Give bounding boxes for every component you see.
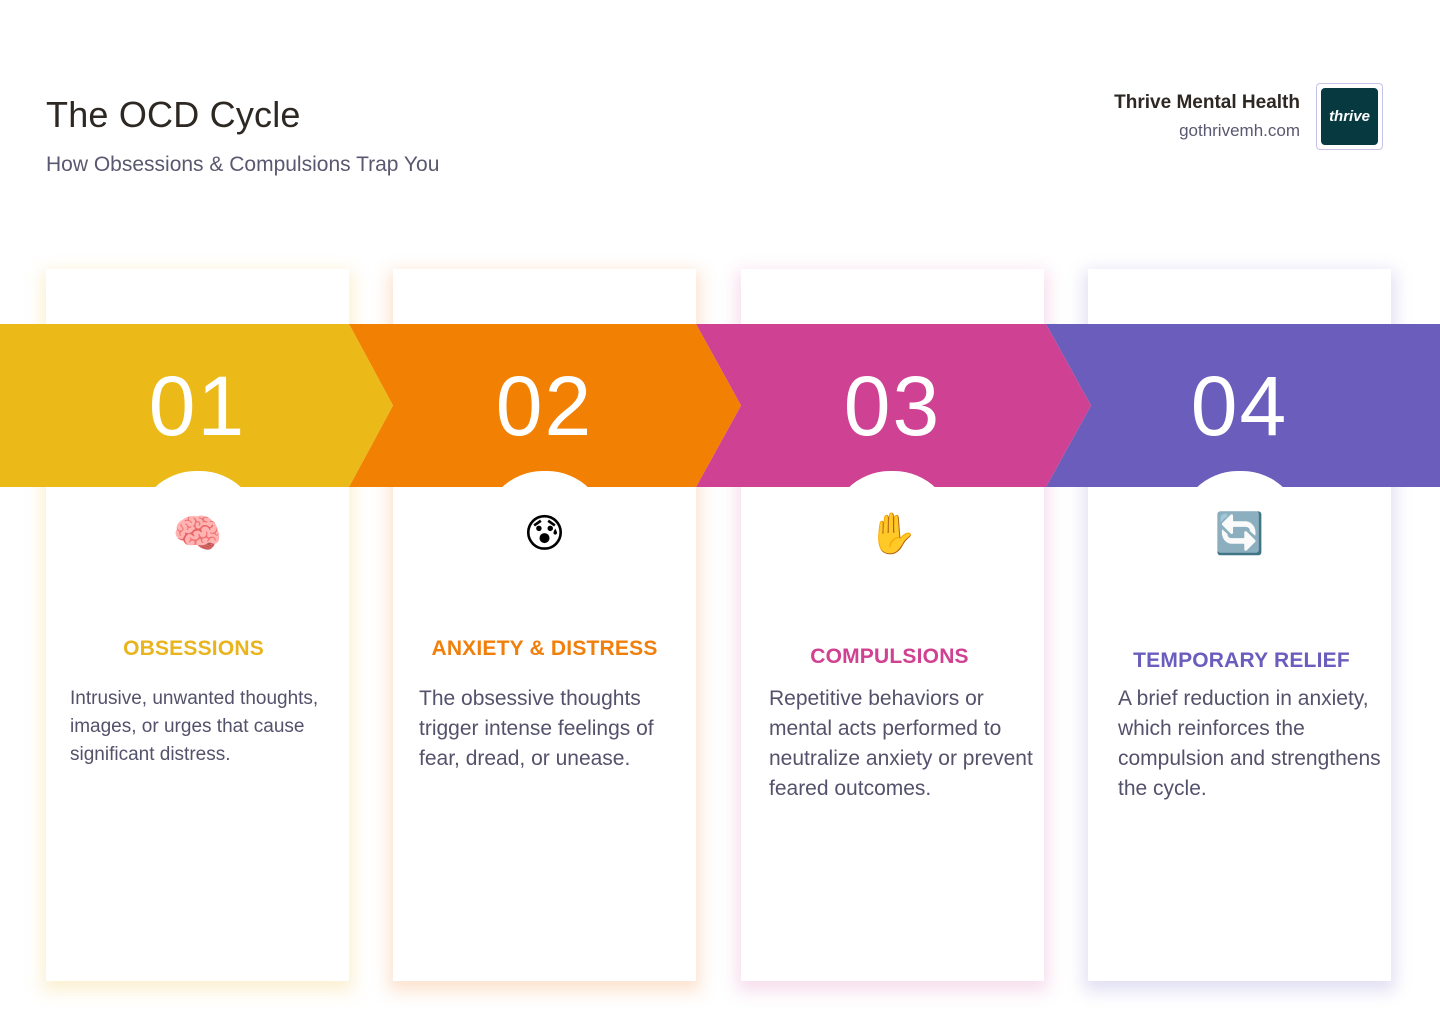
brand-url[interactable]: gothrivemh.com bbox=[1179, 121, 1300, 140]
brand-block: Thrive Mental Health gothrivemh.com bbox=[1114, 92, 1300, 141]
step-title: COMPULSIONS bbox=[810, 645, 969, 668]
step-description: Intrusive, unwanted thoughts, images, or… bbox=[70, 688, 319, 765]
step-number: 01 bbox=[148, 359, 247, 453]
page-subtitle: How Obsessions & Compulsions Trap You bbox=[46, 153, 440, 176]
cycle-arrows-icon: 🔄 bbox=[1214, 512, 1265, 556]
arrow-step-3 bbox=[696, 324, 1091, 487]
arrow-step-4 bbox=[1046, 324, 1440, 487]
brand-logo: thrive bbox=[1321, 88, 1378, 145]
step-title: TEMPORARY RELIEF bbox=[1133, 649, 1350, 672]
chevron-arrows-icon bbox=[0, 324, 1440, 487]
step-title: ANXIETY & DISTRESS bbox=[431, 637, 658, 660]
brand-name: Thrive Mental Health bbox=[1114, 92, 1300, 113]
step-number: 02 bbox=[495, 359, 594, 453]
step-description: The obsessive thoughts trigger intense f… bbox=[419, 687, 654, 770]
step-description: Repetitive behaviors or mental acts perf… bbox=[769, 687, 1033, 800]
step-number: 04 bbox=[1190, 359, 1289, 453]
brand-logo-frame: thrive bbox=[1316, 83, 1383, 150]
step-description: A brief reduction in anxiety, which rein… bbox=[1118, 687, 1381, 800]
brain-icon: 🧠 bbox=[172, 512, 223, 556]
page-title: The OCD Cycle bbox=[46, 94, 301, 135]
cycle-arrow-band bbox=[0, 324, 1440, 487]
arrow-step-2 bbox=[349, 324, 741, 487]
step-number: 03 bbox=[843, 359, 942, 453]
raised-hand-icon: ✋ bbox=[867, 512, 918, 556]
step-title: OBSESSIONS bbox=[123, 637, 264, 660]
anxious-face-icon: 😰 bbox=[523, 512, 566, 556]
arrow-step-1 bbox=[0, 324, 393, 487]
